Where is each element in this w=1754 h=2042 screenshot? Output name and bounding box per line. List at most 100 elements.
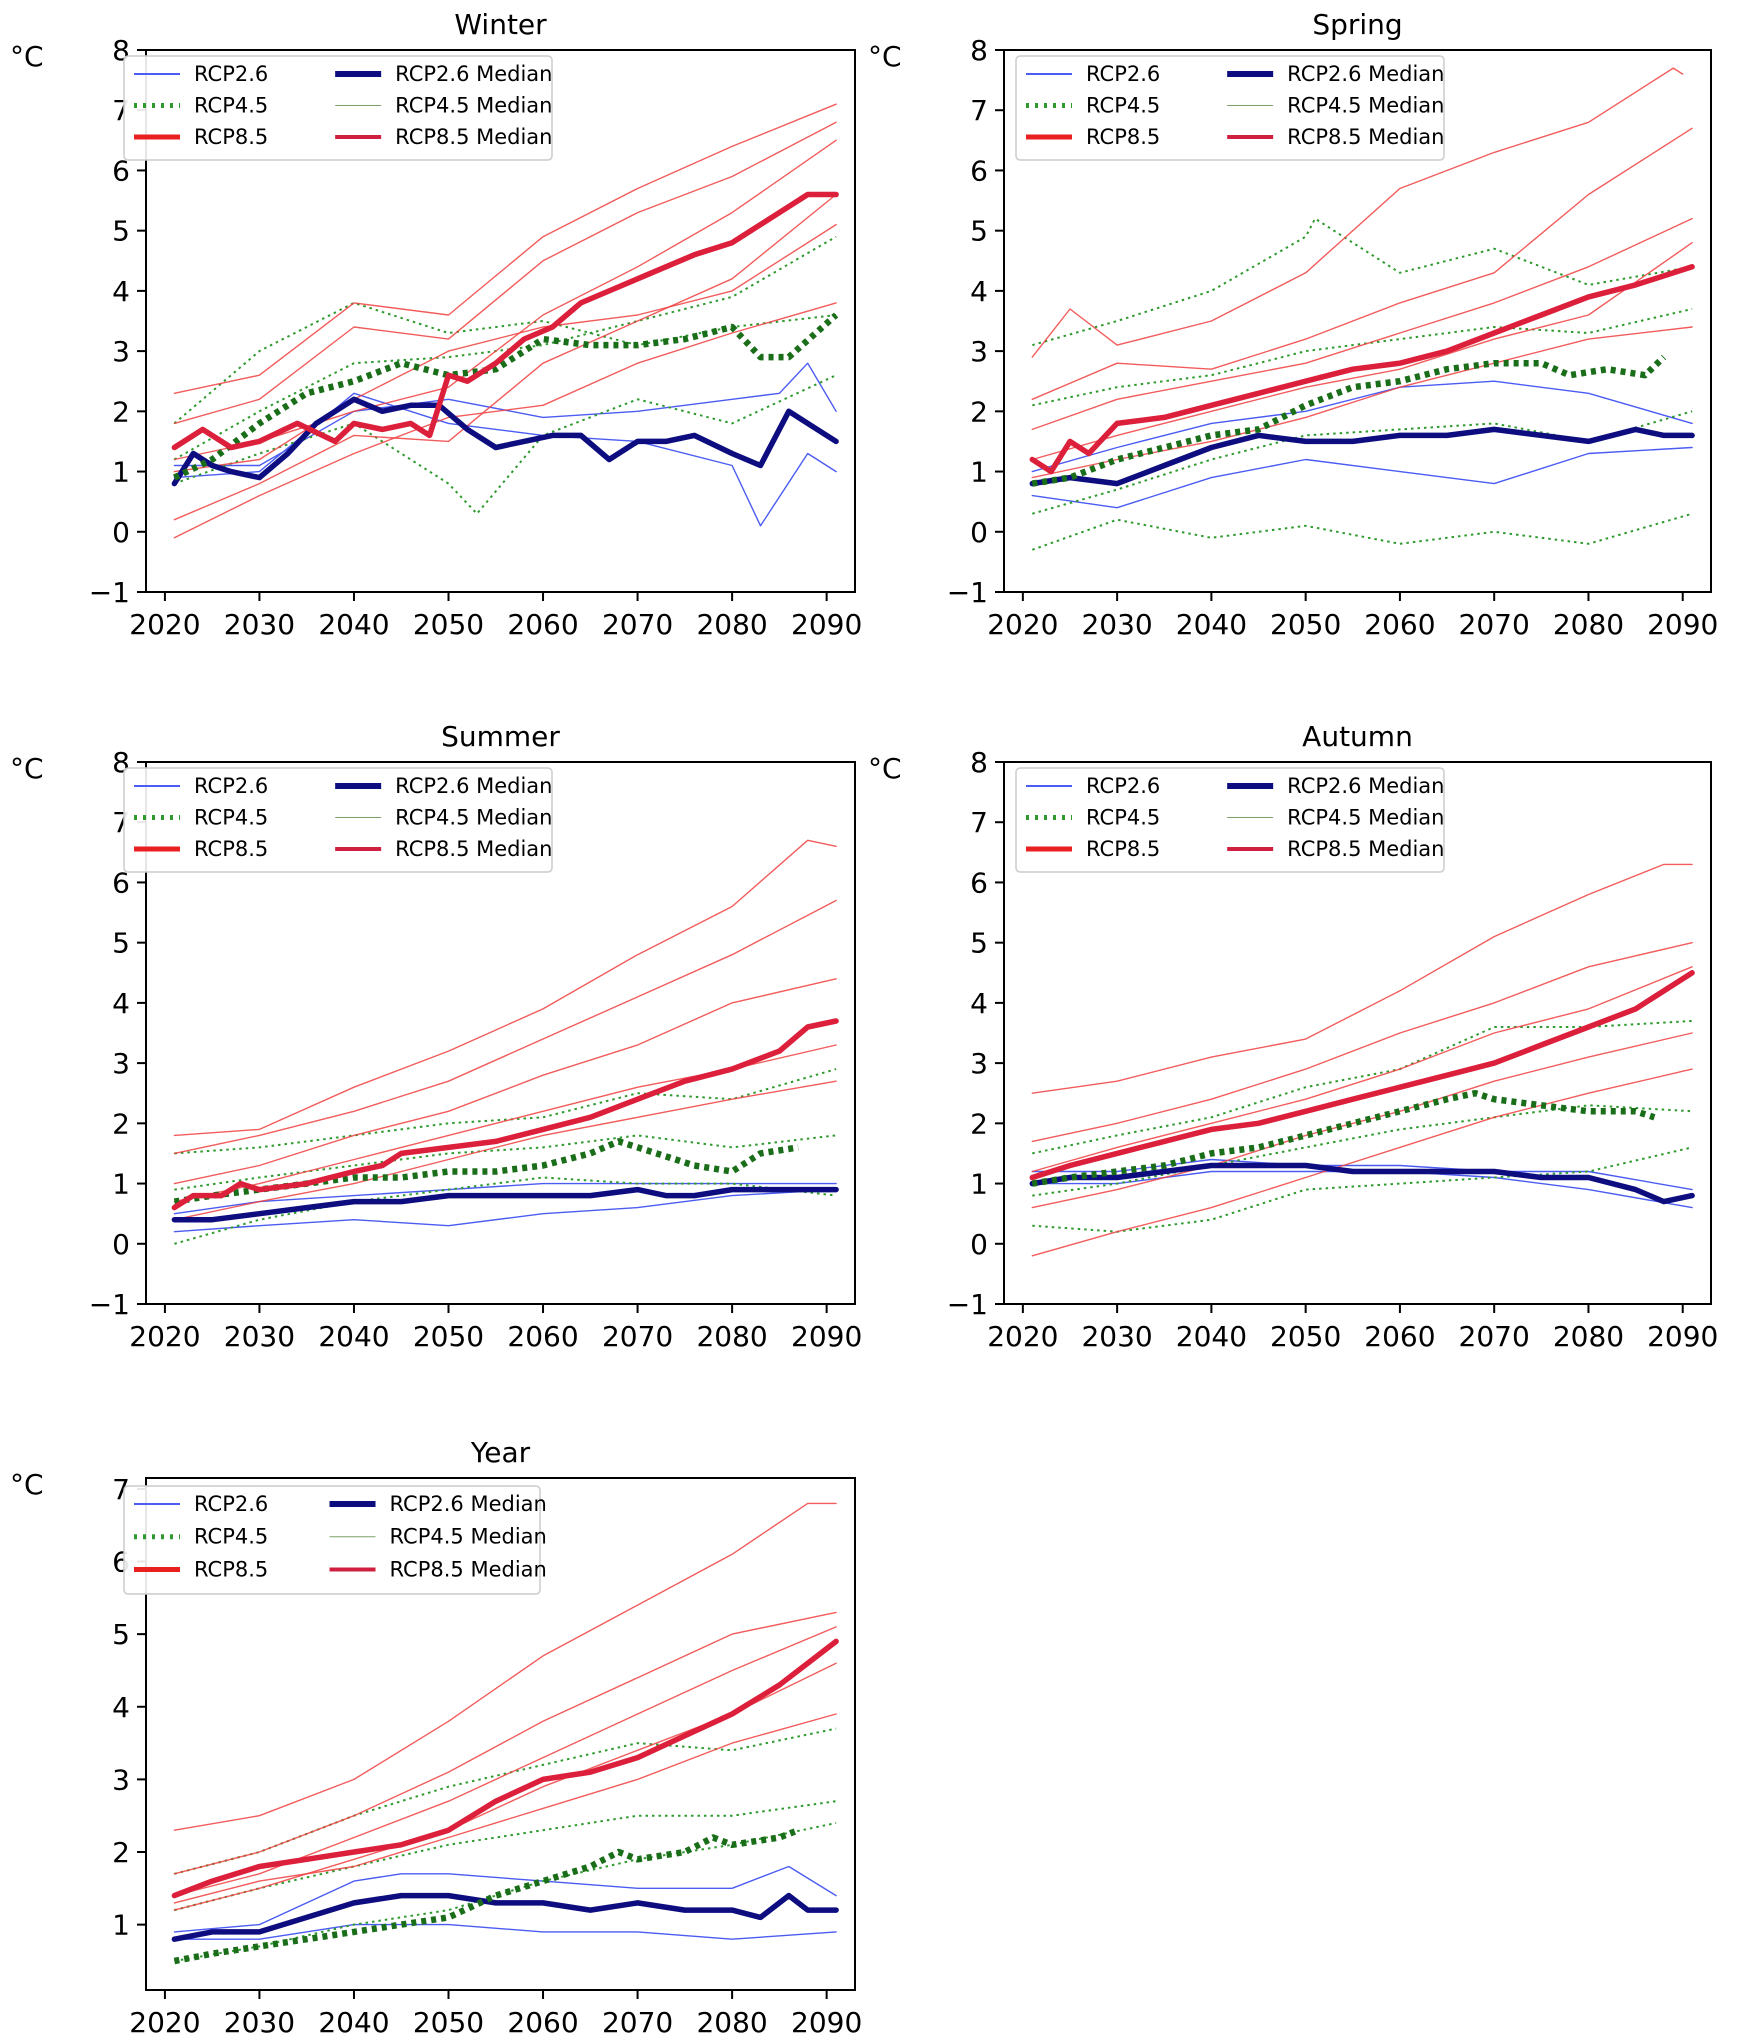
legend-label: RCP4.5 Median	[395, 94, 552, 118]
series-line-rcp45-3	[174, 1134, 837, 1191]
series-line-rcp45m-12	[1031, 354, 1667, 487]
panel-year: Year °C 2020 2030 2040 2050 2060 2070 2080 2090 1 2…	[10, 1436, 862, 2039]
series-line-rcp45-2	[1032, 1146, 1693, 1233]
series-line-rcp85-6	[173, 121, 837, 425]
y-tick-label: 1	[112, 1909, 130, 1942]
series-line-rcp26m-11	[1029, 426, 1695, 487]
x-tick-label: 2030	[224, 1320, 295, 1353]
x-tick-label: 2090	[791, 2006, 862, 2039]
legend-label: RCP8.5 Median	[390, 1557, 547, 1581]
legend-label: RCP4.5	[1086, 94, 1160, 118]
legend-label: RCP4.5 Median	[390, 1525, 547, 1549]
panel-title: Spring	[1312, 8, 1402, 41]
series-line-rcp45-3	[1032, 410, 1693, 515]
legend-label: RCP8.5	[194, 125, 268, 149]
y-tick-label: 4	[970, 987, 988, 1020]
x-tick-label: 2030	[1081, 608, 1152, 641]
y-tick-label: 8	[970, 34, 988, 67]
y-tick-label: 5	[112, 215, 130, 248]
series-line-rcp26-1	[173, 362, 837, 467]
legend-label: RCP4.5 Median	[1287, 806, 1444, 830]
legend: RCP2.6 RCP4.5 RCP8.5 RCP2.6 Median RCP4.5 Me…	[1015, 55, 1445, 161]
series-line-rcp45-4	[174, 1727, 837, 1875]
y-tick-label: 2	[970, 1107, 988, 1140]
series-line-rcp45-4	[1032, 308, 1693, 407]
legend-label: RCP2.6	[1086, 62, 1160, 86]
panel-title: Winter	[454, 8, 547, 41]
legend-label: RCP4.5	[194, 94, 268, 118]
legend: RCP2.6 RCP4.5 RCP8.5 RCP2.6 Median RCP4.5 Me…	[123, 1485, 547, 1595]
y-tick-label: 6	[970, 154, 988, 187]
series-line-rcp85-8	[1031, 217, 1693, 431]
series-line-rcp45-3	[173, 301, 837, 425]
legend-label: RCP8.5	[194, 1557, 268, 1581]
y-unit-label: °C	[10, 752, 44, 785]
series-line-rcp45m-11	[173, 1827, 800, 1965]
y-tick-label: 0	[112, 1228, 130, 1261]
panel-title: Year	[470, 1436, 531, 1469]
legend-label: RCP8.5	[1086, 125, 1160, 149]
legend-label: RCP4.5 Median	[1287, 94, 1444, 118]
y-tick-label: 3	[970, 335, 988, 368]
x-tick-label: 2080	[1553, 608, 1624, 641]
x-tick-label: 2040	[318, 1320, 389, 1353]
y-tick-label: 5	[970, 215, 988, 248]
series-line-rcp85-9	[1031, 1068, 1693, 1257]
plot-frame	[1003, 49, 1712, 593]
legend-label: RCP2.6	[194, 1492, 268, 1516]
x-tick-label: 2080	[696, 608, 767, 641]
legend-label: RCP8.5 Median	[1287, 125, 1444, 149]
x-tick-label: 2040	[1176, 1320, 1247, 1353]
series-line-rcp85-9	[173, 1713, 837, 1904]
y-tick-label: 2	[112, 395, 130, 428]
y-unit-label: °C	[868, 752, 902, 785]
legend-label: RCP2.6 Median	[395, 62, 552, 86]
series-line-rcp85-7	[1031, 966, 1693, 1173]
y-tick-label: 3	[112, 335, 130, 368]
panel-spring: Spring °C 2020 2030 2040 2050 2060 2070 2080 2090…	[868, 8, 1718, 641]
y-tick-label: 2	[970, 395, 988, 428]
series-line-rcp26-0	[173, 1188, 837, 1233]
series-line-rcp45-3	[174, 1800, 837, 1912]
x-tick-label: 2070	[602, 1320, 673, 1353]
x-tick-label: 2090	[791, 608, 862, 641]
series-group	[1029, 67, 1695, 551]
legend-label: RCP2.6 Median	[395, 774, 552, 798]
series-line-rcp45-4	[174, 1068, 837, 1155]
x-tick-label: 2070	[602, 608, 673, 641]
series-line-rcp45-2	[174, 374, 837, 515]
x-tick-label: 2020	[129, 608, 200, 641]
legend-label: RCP2.6	[194, 774, 268, 798]
x-tick-label: 2080	[1553, 1320, 1624, 1353]
y-tick-label: −1	[89, 1288, 130, 1321]
y-tick-label: 4	[970, 275, 988, 308]
y-unit-label: °C	[10, 1468, 44, 1501]
series-line-rcp85-7	[173, 139, 837, 461]
series-line-rcp45-4	[1032, 1020, 1693, 1155]
series-line-rcp85m-12	[1029, 970, 1695, 1181]
legend-label: RCP8.5	[194, 837, 268, 861]
legend-label: RCP4.5	[1086, 806, 1160, 830]
y-tick-label: 3	[970, 1047, 988, 1080]
y-tick-label: 4	[112, 987, 130, 1020]
series-line-rcp85-7	[173, 1626, 837, 1897]
series-line-rcp26m-11	[171, 396, 839, 487]
x-tick-label: 2030	[1081, 1320, 1152, 1353]
x-tick-label: 2050	[413, 2006, 484, 2039]
plot-frame	[1003, 761, 1712, 1305]
legend-label: RCP8.5	[1086, 837, 1160, 861]
series-group	[171, 1502, 839, 1965]
legend: RCP2.6 RCP4.5 RCP8.5 RCP2.6 Median RCP4.5 Me…	[1015, 767, 1445, 873]
x-tick-label: 2090	[1647, 1320, 1718, 1353]
series-line-rcp85-8	[1031, 1032, 1693, 1209]
y-tick-label: 1	[112, 1168, 130, 1201]
panel-title: Summer	[441, 720, 560, 753]
plot-frame	[145, 761, 856, 1305]
series-line-rcp45-4	[173, 235, 837, 461]
series-line-rcp85-5	[173, 103, 837, 394]
x-tick-label: 2080	[696, 2006, 767, 2039]
series-line-rcp45-2	[174, 1176, 837, 1245]
x-tick-label: 2070	[1459, 1320, 1530, 1353]
y-unit-label: °C	[868, 40, 902, 73]
legend-label: RCP4.5	[194, 806, 268, 830]
